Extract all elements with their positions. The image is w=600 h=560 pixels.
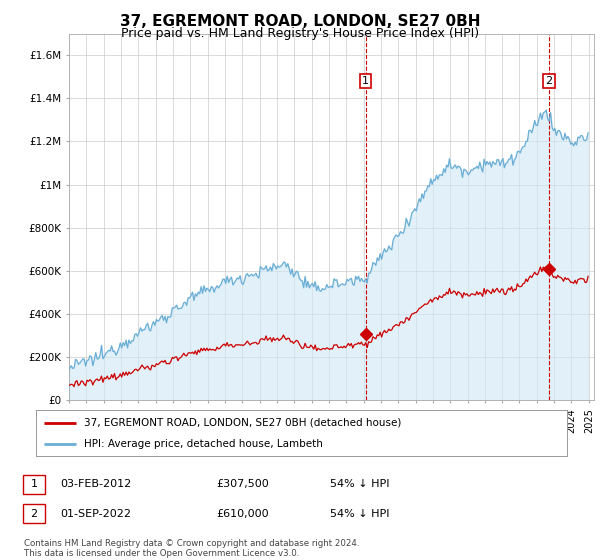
- Text: 37, EGREMONT ROAD, LONDON, SE27 0BH: 37, EGREMONT ROAD, LONDON, SE27 0BH: [120, 14, 480, 29]
- Text: 54% ↓ HPI: 54% ↓ HPI: [330, 479, 389, 489]
- Text: HPI: Average price, detached house, Lambeth: HPI: Average price, detached house, Lamb…: [84, 439, 323, 449]
- Text: 03-FEB-2012: 03-FEB-2012: [60, 479, 131, 489]
- Text: 1: 1: [31, 479, 37, 489]
- Text: 1: 1: [362, 76, 369, 86]
- Text: 2: 2: [31, 508, 37, 519]
- Text: 37, EGREMONT ROAD, LONDON, SE27 0BH (detached house): 37, EGREMONT ROAD, LONDON, SE27 0BH (det…: [84, 418, 401, 428]
- Text: Contains HM Land Registry data © Crown copyright and database right 2024.
This d: Contains HM Land Registry data © Crown c…: [24, 539, 359, 558]
- Text: 2: 2: [545, 76, 553, 86]
- Text: £307,500: £307,500: [216, 479, 269, 489]
- Text: 54% ↓ HPI: 54% ↓ HPI: [330, 508, 389, 519]
- Text: £610,000: £610,000: [216, 508, 269, 519]
- Text: Price paid vs. HM Land Registry's House Price Index (HPI): Price paid vs. HM Land Registry's House …: [121, 27, 479, 40]
- Text: 01-SEP-2022: 01-SEP-2022: [60, 508, 131, 519]
